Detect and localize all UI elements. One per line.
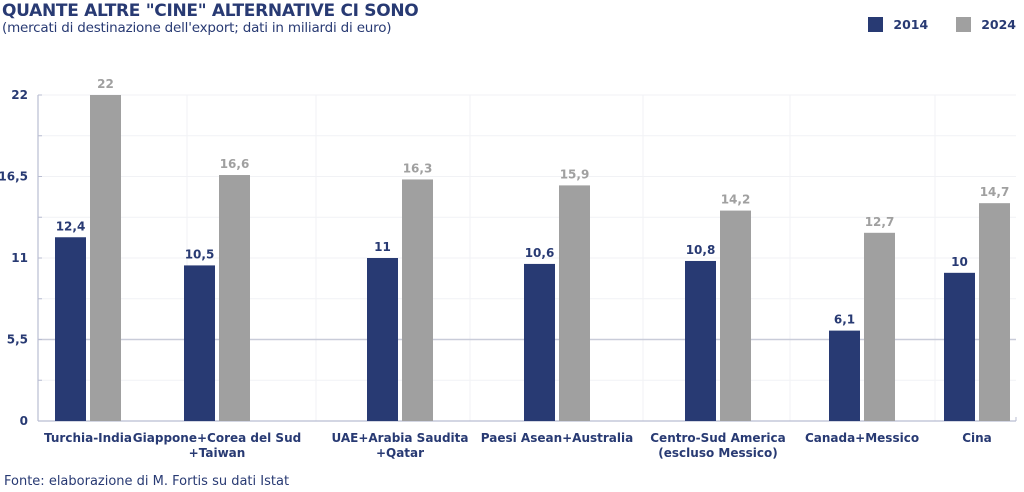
data-label-2014-2: 11: [374, 240, 391, 254]
data-label-2024-4: 14,2: [721, 193, 751, 207]
category-label: +Taiwan: [189, 446, 246, 460]
category-labels: Turchia-India Giappone+Corea del Sud+Taiw…: [44, 431, 992, 460]
bars: [55, 95, 1010, 421]
data-label-2014-3: 10,6: [525, 246, 555, 260]
bar-2014-1: [184, 265, 215, 421]
legend-item-2014: 2014: [868, 17, 928, 32]
category-label: Giappone+Corea del Sud: [133, 431, 301, 445]
bar-2024-2: [402, 179, 433, 421]
category-label: Cina: [962, 431, 992, 445]
bar-2014-2: [367, 258, 398, 421]
data-label-2024-0: 22: [97, 77, 114, 91]
data-label-2014-4: 10,8: [686, 243, 716, 257]
data-label-2014-6: 10: [951, 255, 968, 269]
data-label-2024-6: 14,7: [980, 185, 1010, 199]
category-label: Canada+Messico: [805, 431, 919, 445]
category-label: +Qatar: [376, 446, 424, 460]
bar-2014-3: [524, 263, 555, 421]
y-tick-label: 22: [11, 88, 28, 102]
data-label-2014-5: 6,1: [834, 313, 855, 327]
data-label-2024-2: 16,3: [403, 161, 433, 175]
legend-label-2014: 2014: [893, 17, 929, 32]
bar-2014-4: [685, 260, 716, 421]
category-label: Paesi Asean+Australia: [481, 431, 633, 445]
category-label: UAE+Arabia Saudita: [331, 431, 468, 445]
source-note: Fonte: elaborazione di M. Fortis su dati…: [4, 474, 290, 489]
legend-label-2024: 2024: [981, 17, 1016, 32]
category-label: (escluso Messico): [658, 446, 777, 460]
data-label-2014-0: 12,4: [56, 219, 86, 233]
data-label-2024-5: 12,7: [865, 215, 895, 229]
bar-2024-4: [720, 210, 751, 421]
legend-item-2024: 2024: [956, 17, 1016, 32]
bar-2024-5: [864, 232, 895, 421]
bar-2024-0: [90, 95, 121, 421]
y-tick-label: 16,5: [0, 170, 28, 184]
bar-2024-3: [559, 185, 590, 421]
bar-2014-0: [55, 237, 86, 421]
legend-swatch-2024: [956, 17, 972, 32]
chart-subtitle: (mercati di destinazione dell'export; da…: [2, 20, 392, 36]
data-label-2014-1: 10,5: [185, 247, 215, 261]
category-label: Turchia-India: [44, 431, 132, 445]
y-tick-label: 0: [20, 414, 28, 428]
data-label-2024-1: 16,6: [220, 157, 250, 171]
y-tick-label: 5,5: [7, 333, 28, 347]
bar-2014-5: [829, 330, 860, 421]
legend: 2014 2024: [840, 17, 1016, 32]
chart-title: QUANTE ALTRE "CINE" ALTERNATIVE CI SONO: [2, 1, 419, 21]
category-label: Centro-Sud America: [650, 431, 786, 445]
y-tick-label: 11: [11, 251, 28, 265]
bar-2024-1: [219, 175, 250, 421]
bar-2014-6: [944, 272, 975, 421]
data-labels: 12,4 10,5 11 10,6 10,8 6,1 10 22 16,6 16,3 15,9 14,…: [56, 77, 1010, 327]
data-label-2024-3: 15,9: [560, 167, 590, 181]
bar-2024-6: [979, 203, 1010, 421]
legend-swatch-2014: [868, 17, 884, 32]
